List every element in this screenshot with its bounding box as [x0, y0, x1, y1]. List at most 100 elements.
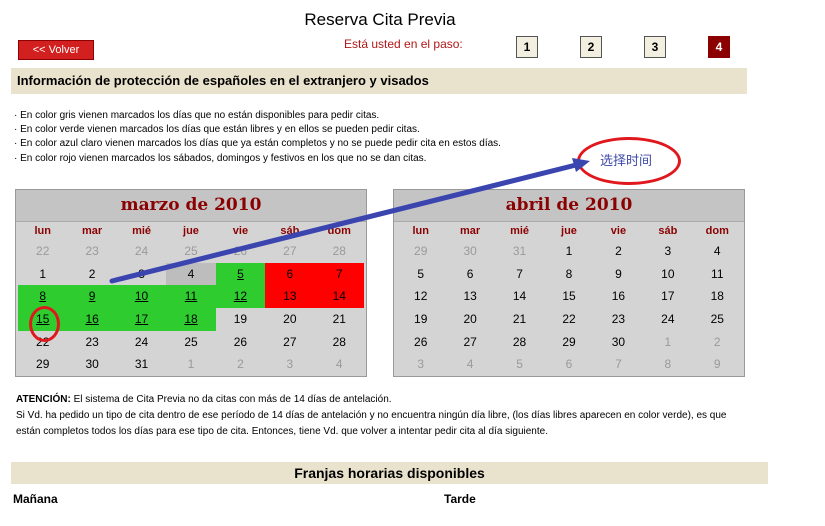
calendar-day: 9	[615, 266, 622, 281]
morning-label: Mañana	[13, 492, 58, 506]
annotation-text: 选择时间	[600, 153, 653, 168]
weekday-header: mar	[82, 225, 103, 237]
calendar-day: 14	[314, 285, 364, 309]
calendar-day: 6	[565, 357, 573, 372]
calendar-day-free[interactable]: 8	[18, 285, 68, 309]
calendar-day: 30	[611, 334, 626, 349]
calendar-day: 5	[516, 357, 523, 372]
weekday-header: mar	[460, 225, 481, 237]
calendar-day: 25	[710, 312, 724, 327]
calendar-day-free[interactable]: 17	[116, 308, 167, 331]
calendar-day: 23	[85, 334, 99, 349]
weekday-header: mié	[510, 225, 530, 237]
calendar-day: 3	[286, 357, 294, 372]
calendar-day: 15	[562, 289, 576, 304]
legend-blue: · En color azul claro vienen marcados lo…	[14, 138, 501, 150]
calendar-day: 4	[166, 262, 216, 286]
calendar-day: 27	[283, 244, 297, 258]
calendar-day: 27	[283, 334, 297, 349]
calendar-day: 2	[88, 266, 96, 281]
calendar-day-free[interactable]: 10	[116, 285, 167, 309]
calendar-day: 2	[237, 357, 244, 372]
calendar-day: 20	[283, 312, 297, 327]
step-4-active: 4	[708, 36, 730, 58]
calendar-day: 31	[134, 357, 149, 372]
calendar-day: 26	[233, 334, 248, 349]
page-title: Reserva Cita Previa	[304, 10, 456, 29]
calendar-day: 30	[463, 244, 477, 258]
calendar-day: 27	[463, 334, 477, 349]
calendar-day: 1	[664, 334, 672, 349]
calendar-day: 16	[611, 289, 626, 304]
calendar-day: 7	[314, 262, 364, 286]
calendar-day: 30	[85, 357, 99, 372]
calendar-day: 4	[335, 357, 343, 372]
calendar-title: marzo de 2010	[16, 190, 366, 222]
calendar-day: 28	[332, 334, 346, 349]
afternoon-label: Tarde	[444, 492, 476, 506]
calendar-day: 5	[417, 266, 425, 281]
notice-bold: ATENCIÓN:	[16, 394, 71, 405]
calendar-day: 12	[414, 289, 428, 304]
calendar-day: 1	[565, 244, 573, 258]
weekday-header: jue	[561, 225, 577, 237]
legend-green: · En color verde vienen marcados los día…	[14, 124, 420, 136]
calendar-day: 26	[233, 244, 248, 258]
slots-header: Franjas horarias disponibles	[11, 462, 768, 484]
calendar-grid: lun mar mié jue vie sáb dom 22 23 24 25 26 27 28 1 2 3 4 5…	[16, 222, 366, 376]
calendar-day-free[interactable]: 9	[67, 285, 117, 309]
weekday-header: sáb	[658, 225, 678, 237]
step-1: 1	[516, 36, 538, 58]
calendar-grid: lun mar mié jue vie sáb dom 29 30 31 1 2 3 4 5 6 7 8 9 10 11…	[394, 222, 744, 376]
notice-line1: El sistema de Cita Previa no da citas co…	[70, 394, 392, 405]
weekday-header: dom	[705, 225, 729, 237]
calendar-day: 13	[463, 289, 477, 304]
calendar-day: 4	[466, 357, 474, 372]
calendar-day: 13	[265, 285, 315, 309]
calendar-day-free[interactable]: 5	[215, 262, 266, 286]
legend-red: · En color rojo vienen marcados los sába…	[14, 152, 427, 164]
calendar-day: 28	[332, 244, 346, 258]
calendar-day: 29	[414, 244, 428, 258]
calendar-day: 7	[615, 357, 622, 372]
calendar-day: 2	[713, 334, 721, 349]
calendar-day: 11	[711, 266, 724, 281]
calendar-day: 24	[661, 312, 675, 327]
calendar-day: 22	[36, 244, 50, 258]
calendar-day-free[interactable]: 18	[166, 308, 216, 331]
calendar-day-free[interactable]: 11	[166, 285, 216, 309]
legend-grey: · En color gris vienen marcados los días…	[14, 110, 380, 121]
calendar-day: 8	[565, 266, 573, 281]
calendar-day: 18	[710, 289, 724, 304]
calendar-day: 10	[661, 266, 675, 281]
calendar-day: 29	[562, 334, 576, 349]
step-3: 3	[644, 36, 666, 58]
calendar-day: 23	[85, 244, 99, 258]
notice-line2: Si Vd. ha pedido un tipo de cita dentro …	[16, 410, 727, 437]
calendar-day-free[interactable]: 16	[67, 308, 117, 331]
calendar-day: 8	[664, 357, 672, 372]
calendar-day-free[interactable]: 12	[215, 285, 266, 309]
calendar-day: 26	[414, 334, 428, 349]
calendar-day: 24	[134, 334, 149, 349]
calendar-day: 1	[187, 357, 195, 372]
calendar-day: 17	[661, 289, 675, 304]
calendar-day: 25	[184, 244, 198, 258]
weekday-header: dom	[327, 225, 351, 237]
calendar-day: 24	[134, 244, 149, 258]
weekday-header: jue	[183, 225, 199, 237]
calendar-day: 20	[463, 312, 477, 327]
calendar-day: 21	[512, 312, 527, 327]
calendar-day: 22	[562, 312, 576, 327]
calendar-day: 2	[615, 244, 622, 258]
back-button[interactable]: << Volver	[18, 40, 94, 60]
legend: · En color gris vienen marcados los días…	[14, 109, 501, 166]
notice: ATENCIÓN: El sistema de Cita Previa no d…	[16, 392, 746, 440]
calendar-day: 7	[516, 266, 523, 281]
calendar-day: 14	[512, 289, 527, 304]
calendar-day: 3	[138, 266, 145, 281]
weekday-header: lun	[34, 225, 51, 237]
weekday-header: sáb	[280, 225, 300, 237]
calendar-day: 6	[265, 262, 315, 286]
day-highlight-circle	[29, 306, 60, 342]
